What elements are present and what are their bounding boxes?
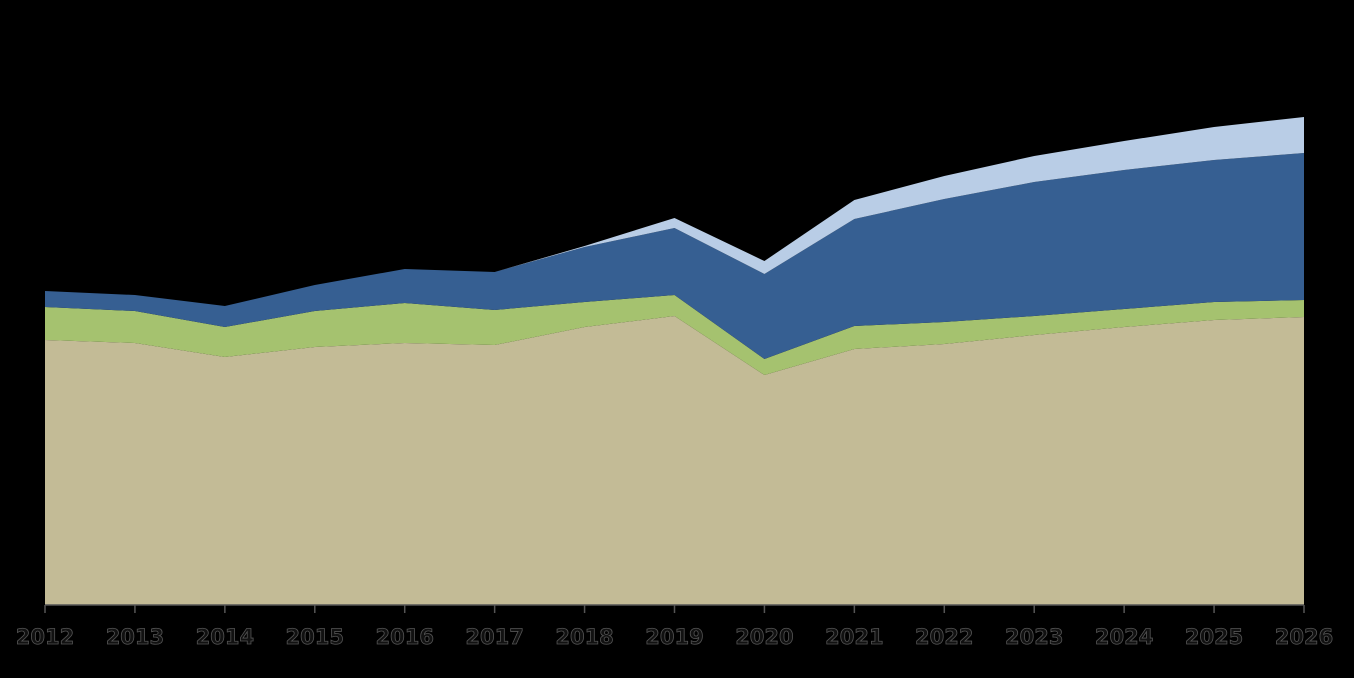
x-tick-label: 2023	[1005, 625, 1063, 649]
x-tick-label: 2020	[735, 625, 793, 649]
area	[45, 295, 1304, 375]
x-tick-label: 2026	[1275, 625, 1333, 649]
x-tick-label: 2018	[555, 625, 613, 649]
x-tick-label: 2013	[106, 625, 164, 649]
x-tick-label: 2019	[645, 625, 703, 649]
area	[45, 316, 1304, 605]
x-tick-label: 2024	[1095, 625, 1153, 649]
x-tick-label: 2021	[825, 625, 883, 649]
x-tick-label: 2025	[1185, 625, 1243, 649]
area	[45, 153, 1304, 359]
x-tick-label: 2016	[375, 625, 433, 649]
x-tick-label: 2017	[465, 625, 523, 649]
x-tick-label: 2014	[196, 625, 254, 649]
x-tick-label: 2015	[286, 625, 344, 649]
x-tick-label: 2022	[915, 625, 973, 649]
x-tick-label: 2012	[16, 625, 74, 649]
area	[45, 117, 1304, 306]
